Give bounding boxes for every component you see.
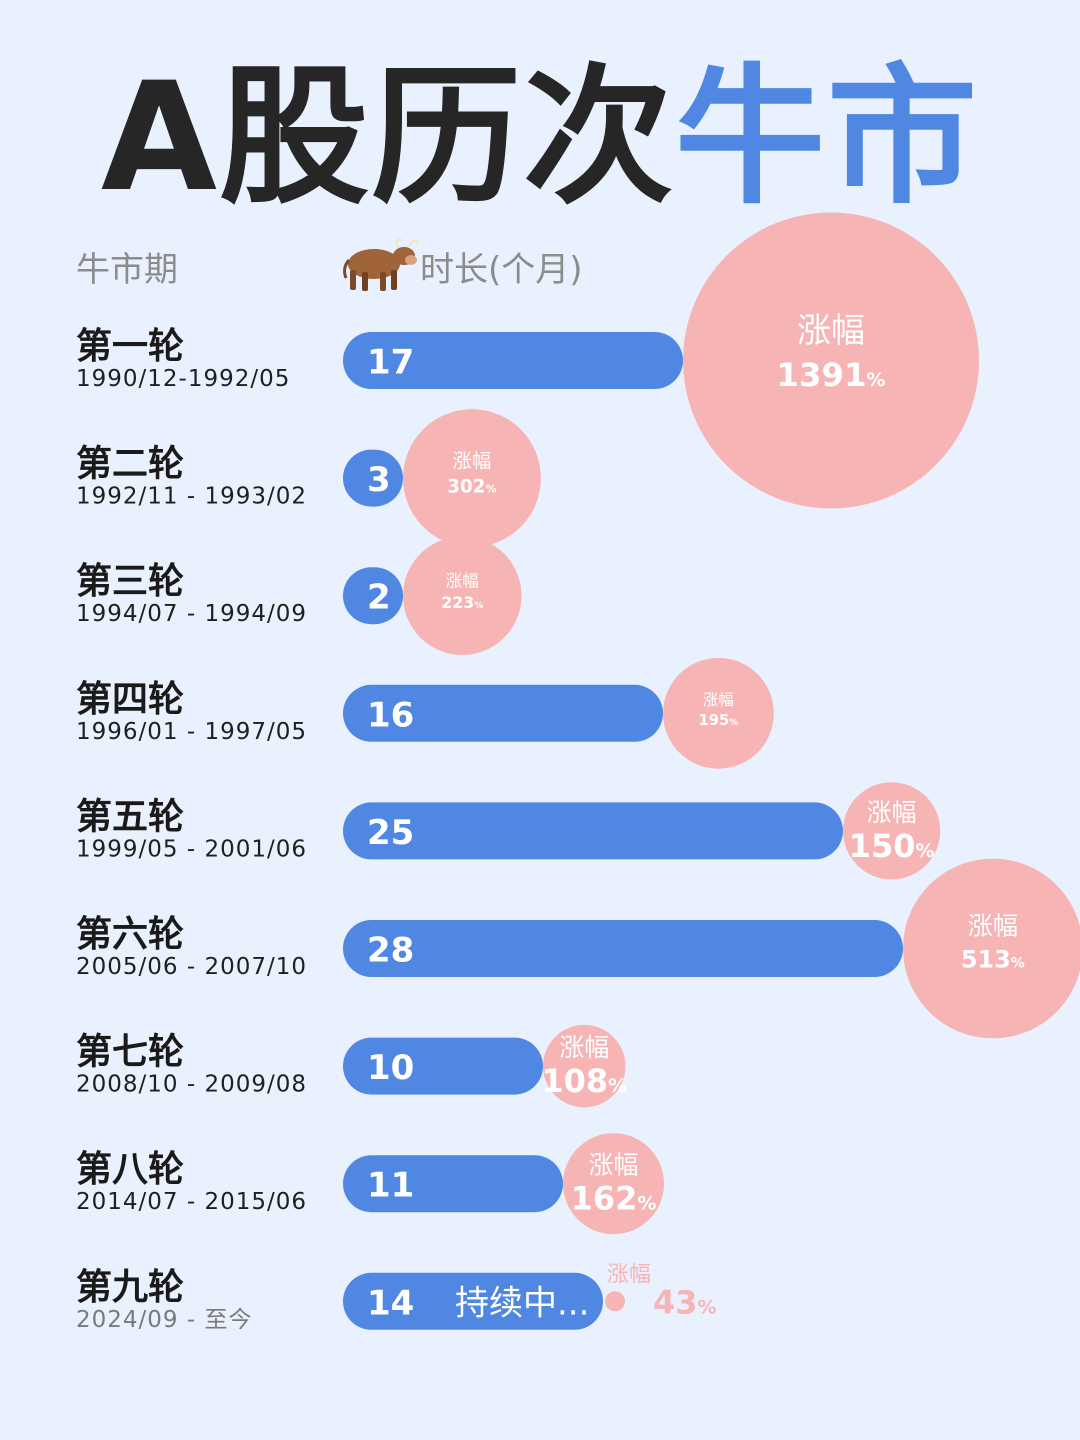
round-name: 第七轮	[76, 1032, 184, 1073]
gain-caption: 涨幅	[968, 912, 1018, 941]
round-name: 第六轮	[76, 914, 184, 955]
gain-value: 223%	[441, 593, 483, 612]
duration-bar	[343, 1272, 603, 1330]
period-range: 2005/06 - 2007/10	[76, 954, 307, 980]
duration-label: 11	[367, 1166, 414, 1206]
duration-label: 14	[367, 1283, 414, 1323]
round-name: 第二轮	[76, 444, 184, 485]
gain-bubble	[543, 1024, 626, 1108]
duration-label: 17	[367, 343, 414, 383]
gain-bubble	[843, 782, 941, 880]
gain-value: 302%	[447, 477, 496, 498]
duration-bar	[343, 802, 843, 860]
gain-caption: 涨幅	[867, 798, 917, 827]
round-name: 第八轮	[76, 1149, 184, 1190]
gain-value: 43%	[653, 1283, 717, 1321]
round-name: 第三轮	[76, 561, 184, 602]
duration-label: 25	[367, 813, 414, 853]
duration-label: 2	[367, 578, 391, 618]
period-range: 1999/05 - 2001/06	[76, 836, 307, 862]
duration-bar	[343, 684, 663, 742]
header-duration: 时长(个月)	[420, 250, 583, 290]
gain-caption: 涨幅	[453, 449, 492, 472]
period-range: 2014/07 - 2015/06	[76, 1189, 307, 1215]
gain-bubble	[403, 409, 541, 548]
gain-value: 162%	[571, 1180, 657, 1218]
round-name: 第四轮	[76, 679, 184, 720]
period-range: 1992/11 - 1993/02	[76, 484, 307, 510]
gain-caption: 涨幅	[559, 1033, 609, 1062]
round-name: 第一轮	[76, 326, 184, 367]
cow-icon	[343, 238, 420, 291]
round-name: 第九轮	[76, 1267, 184, 1308]
header-period: 牛市期	[76, 250, 178, 290]
duration-label: 28	[367, 931, 414, 971]
gain-caption: 涨幅	[588, 1151, 638, 1180]
status-note: 持续中...	[455, 1283, 589, 1323]
period-range: 2008/10 - 2009/08	[76, 1072, 307, 1098]
duration-bar	[343, 332, 683, 389]
title-part1: A股历次	[100, 51, 676, 225]
gain-value: 513%	[961, 945, 1025, 973]
gain-caption: 涨幅	[797, 311, 865, 351]
gain-bubble	[563, 1133, 665, 1235]
duration-bar	[343, 920, 903, 977]
gain-value: 108%	[541, 1062, 627, 1100]
period-range: 1996/01 - 1997/05	[76, 719, 307, 745]
period-range: 1990/12-1992/05	[76, 366, 290, 392]
gain-bubble	[683, 212, 979, 509]
gain-bubble	[663, 657, 774, 769]
period-range: 2024/09 - 至今	[76, 1307, 252, 1333]
duration-label: 16	[367, 695, 414, 735]
gain-value: 195%	[699, 712, 739, 729]
page-title: A股历次牛市	[0, 58, 1080, 218]
period-range: 1994/07 - 1994/09	[76, 601, 307, 627]
gain-bubble	[903, 858, 1080, 1039]
duration-bar	[343, 449, 403, 507]
gain-value: 1391%	[777, 356, 886, 394]
duration-label: 3	[367, 460, 391, 500]
gain-value: 150%	[849, 827, 935, 865]
gain-bubble	[403, 536, 522, 655]
gain-caption: 涨幅	[703, 691, 734, 709]
duration-bar	[343, 1155, 563, 1213]
gain-caption: 涨幅	[446, 572, 479, 591]
round-name: 第五轮	[76, 796, 184, 837]
gain-caption: 涨幅	[607, 1262, 651, 1287]
duration-bar	[343, 1037, 543, 1095]
title-part2: 牛市	[675, 51, 980, 225]
duration-label: 10	[367, 1048, 414, 1088]
duration-bar	[343, 567, 403, 625]
gain-bubble	[605, 1291, 625, 1312]
